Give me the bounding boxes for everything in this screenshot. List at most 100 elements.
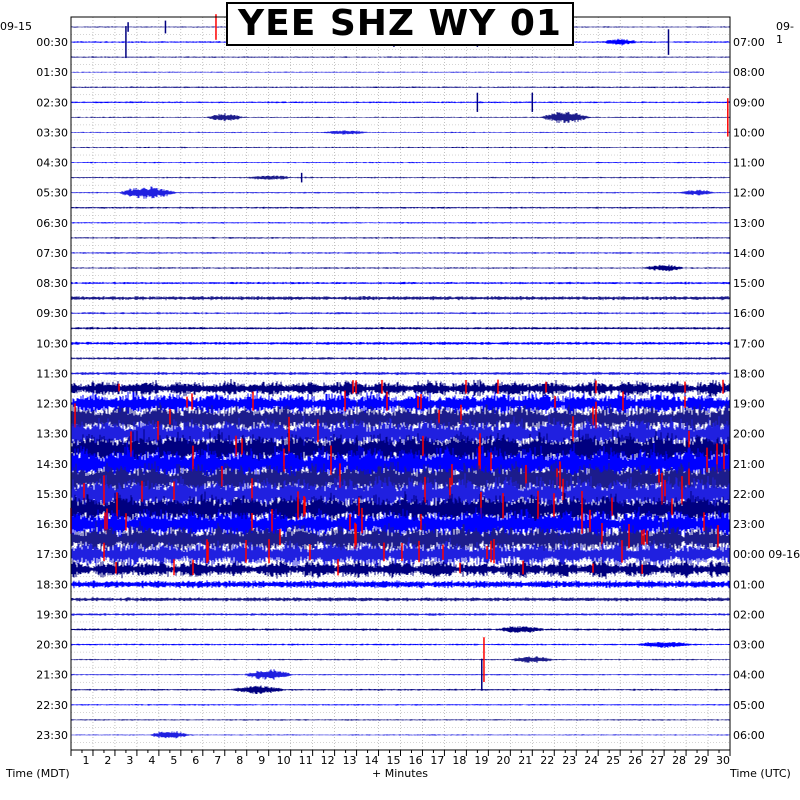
x-tick-label: 10 — [277, 754, 291, 767]
trace-row-38 — [70, 597, 731, 602]
x-tick-label: 25 — [606, 754, 620, 767]
left-time-label: 22:30 — [36, 699, 68, 712]
left-time-label: 21:30 — [36, 669, 68, 682]
left-time-label: 06:30 — [36, 217, 68, 230]
x-tick-label: 28 — [672, 754, 686, 767]
x-tick-label: 8 — [236, 754, 243, 767]
left-time-label: 03:30 — [36, 126, 68, 139]
x-tick-label: 20 — [496, 754, 510, 767]
x-tick-label: 2 — [104, 754, 111, 767]
trace-row-43 — [70, 669, 731, 680]
x-tick-label: 19 — [474, 754, 488, 767]
left-time-label: 00:30 — [36, 36, 68, 49]
right-time-label: 06:00 — [733, 729, 765, 742]
right-time-label: 08:00 — [733, 66, 765, 79]
left-time-label: 07:30 — [36, 247, 68, 260]
grid-lines — [71, 17, 730, 750]
left-time-label: 11:30 — [36, 367, 68, 380]
x-tick-label: 7 — [214, 754, 221, 767]
right-time-label: 00:00 09-16 — [733, 548, 800, 561]
x-tick-label: 12 — [321, 754, 335, 767]
trace-row-13 — [70, 222, 731, 224]
trace-row-39 — [70, 613, 731, 616]
right-time-label: 04:00 — [733, 669, 765, 682]
right-time-label: 19:00 — [733, 398, 765, 411]
trace-row-42 — [70, 656, 731, 663]
left-time-label: 18:30 — [36, 578, 68, 591]
trace-row-19 — [70, 312, 731, 315]
x-tick-label: 4 — [148, 754, 155, 767]
x-tick-label: 30 — [716, 754, 730, 767]
x-tick-label: 29 — [694, 754, 708, 767]
x-tick-label: 17 — [430, 754, 444, 767]
right-time-label: 12:00 — [733, 187, 765, 200]
x-tick-label: 26 — [628, 754, 642, 767]
trace-row-9 — [70, 161, 731, 164]
trace-row-17 — [70, 281, 731, 285]
trace-row-22 — [70, 357, 731, 360]
x-tick-label: 16 — [408, 754, 422, 767]
left-time-label: 10:30 — [36, 337, 68, 350]
trace-row-45 — [70, 704, 731, 706]
trace-row-8 — [70, 146, 731, 149]
left-time-label: 08:30 — [36, 277, 68, 290]
right-time-label: 17:00 — [733, 337, 765, 350]
left-axis-label: Time (MDT) — [5, 767, 70, 780]
right-time-label: 01:00 — [733, 578, 765, 591]
right-time-labels: 07:00 08:00 09:00 10:00 11:00 12:00 13:00 14:00… — [733, 36, 800, 742]
left-time-label: 20:30 — [36, 639, 68, 652]
x-tick-label: 11 — [299, 754, 313, 767]
right-time-label: 13:00 — [733, 217, 765, 230]
x-tick-label: 6 — [192, 754, 199, 767]
trace-row-36 — [70, 559, 731, 580]
left-time-label: 23:30 — [36, 729, 68, 742]
right-time-label: 22:00 — [733, 488, 765, 501]
x-tick-label: 23 — [562, 754, 576, 767]
right-time-label: 05:00 — [733, 699, 765, 712]
right-time-label: 16:00 — [733, 307, 765, 320]
left-time-label: 04:30 — [36, 157, 68, 170]
trace-row-20 — [70, 326, 731, 330]
right-time-label: 02:00 — [733, 608, 765, 621]
trace-row-3 — [70, 71, 731, 73]
x-tick-label: 22 — [540, 754, 554, 767]
x-tick-label: 14 — [365, 754, 379, 767]
x-ticks: 1 2 3 4 5 6 7 8 9 10 11 12 13 14 15 16 17 18 19 20 21 22 23 24 2… — [70, 750, 731, 767]
trace-row-12 — [70, 206, 731, 209]
x-tick-label: 27 — [650, 754, 664, 767]
right-time-label: 09:00 — [733, 96, 765, 109]
right-time-label: 21:00 — [733, 458, 765, 471]
trace-row-15 — [70, 252, 731, 254]
left-time-label: 05:30 — [36, 187, 68, 200]
x-tick-label: 13 — [343, 754, 357, 767]
right-time-label: 20:00 — [733, 428, 765, 441]
x-tick-label: 18 — [452, 754, 466, 767]
left-time-labels: 00:30 01:30 02:30 03:30 04:30 05:30 06:30 07:30… — [36, 36, 68, 742]
trace-row-14 — [70, 236, 731, 239]
x-tick-label: 24 — [584, 754, 598, 767]
chart-title: YEE SHZ WY 01 — [226, 2, 574, 46]
x-tick-label: 21 — [518, 754, 532, 767]
right-time-label: 11:00 — [733, 157, 765, 170]
x-tick-label: 15 — [387, 754, 401, 767]
x-axis-label: + Minutes — [372, 767, 428, 780]
right-time-label: 15:00 — [733, 277, 765, 290]
left-date-label: 09-15 — [0, 20, 32, 33]
left-time-label: 15:30 — [36, 488, 68, 501]
right-time-label: 14:00 — [733, 247, 765, 260]
right-time-label: 18:00 — [733, 367, 765, 380]
left-time-label: 09:30 — [36, 307, 68, 320]
right-time-label: 03:00 — [733, 639, 765, 652]
left-time-label: 13:30 — [36, 428, 68, 441]
x-tick-label: 5 — [170, 754, 177, 767]
right-time-label: 10:00 — [733, 126, 765, 139]
x-tick-label: 3 — [126, 754, 133, 767]
left-time-label: 19:30 — [36, 608, 68, 621]
x-tick-label: 9 — [258, 754, 265, 767]
trace-row-16 — [70, 264, 731, 272]
left-time-label: 02:30 — [36, 96, 68, 109]
x-tick-label: 1 — [82, 754, 89, 767]
right-time-label: 23:00 — [733, 518, 765, 531]
left-time-label: 14:30 — [36, 458, 68, 471]
